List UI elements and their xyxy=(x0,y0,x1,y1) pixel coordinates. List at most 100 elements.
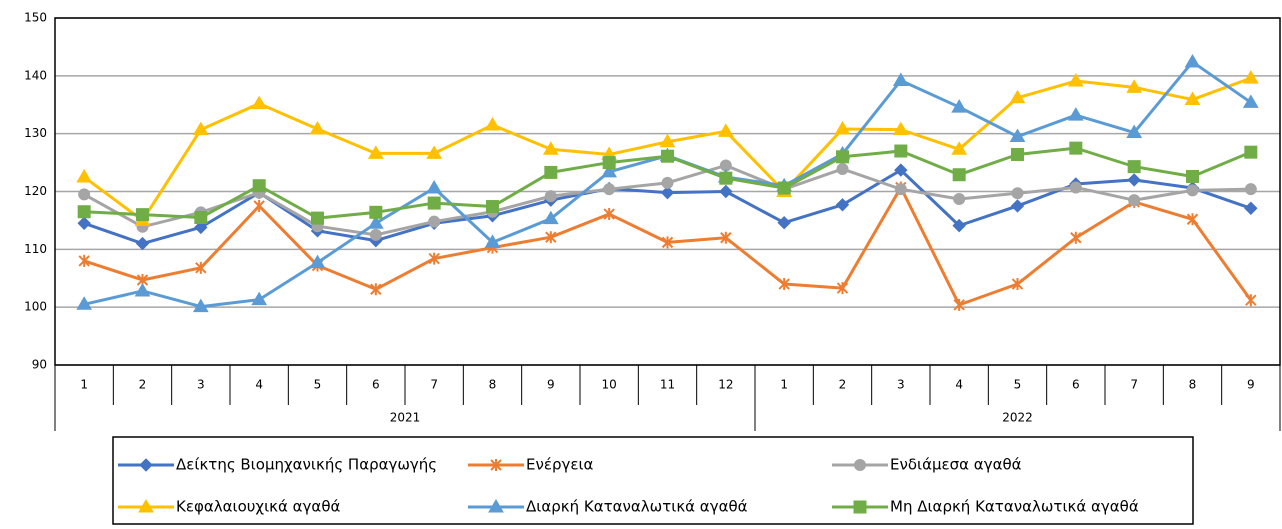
x-tick-label: 2 xyxy=(139,378,147,392)
marker xyxy=(1127,160,1141,174)
marker xyxy=(486,200,499,214)
marker xyxy=(194,220,208,235)
marker xyxy=(1126,79,1143,93)
marker xyxy=(894,183,907,196)
series xyxy=(76,70,1259,226)
marker xyxy=(490,459,502,471)
marker xyxy=(192,121,209,136)
marker xyxy=(1242,70,1259,84)
marker xyxy=(660,185,675,200)
marker xyxy=(1244,183,1257,196)
marker xyxy=(1011,187,1024,200)
marker xyxy=(892,72,909,86)
legend-label: Μη Διαρκή Καταναλωτικά αγαθά xyxy=(890,498,1139,516)
marker xyxy=(427,196,441,210)
marker xyxy=(719,184,733,199)
marker xyxy=(853,500,867,514)
marker xyxy=(76,296,93,310)
marker xyxy=(854,459,866,471)
marker xyxy=(309,121,326,135)
legend-box xyxy=(112,436,1194,525)
marker xyxy=(835,198,850,212)
x-tick-label: 7 xyxy=(430,378,438,392)
marker xyxy=(192,298,209,313)
marker xyxy=(952,218,966,233)
marker xyxy=(369,205,383,219)
y-tick-label: 100 xyxy=(24,300,47,314)
plot-border xyxy=(54,17,1281,366)
marker xyxy=(1070,231,1082,244)
y-tick-label: 140 xyxy=(24,68,47,82)
marker xyxy=(367,215,384,229)
marker xyxy=(544,165,558,179)
marker xyxy=(1245,294,1257,307)
marker xyxy=(309,254,326,269)
marker xyxy=(1127,173,1141,187)
marker xyxy=(195,261,207,274)
legend-label: Δείκτης Βιομηχανικής Παραγωγής xyxy=(176,456,437,474)
marker xyxy=(426,180,443,194)
marker xyxy=(488,499,504,513)
marker xyxy=(953,193,966,206)
marker xyxy=(719,171,733,185)
marker xyxy=(135,236,150,251)
marker xyxy=(251,291,268,306)
x-tick-label: 6 xyxy=(372,378,380,392)
x-tick-label: 12 xyxy=(718,378,733,392)
legend-label: Ενέργεια xyxy=(526,456,594,474)
marker xyxy=(311,211,324,225)
marker xyxy=(77,205,91,219)
series xyxy=(78,159,1257,241)
marker xyxy=(370,283,382,296)
marker xyxy=(717,123,734,137)
marker xyxy=(136,208,149,222)
marker xyxy=(544,190,557,203)
marker xyxy=(1009,128,1026,143)
marker xyxy=(77,216,91,231)
y-tick-label: 130 xyxy=(24,126,47,140)
series xyxy=(77,141,1258,225)
x-tick-label: 4 xyxy=(255,378,263,392)
y-tick-label: 150 xyxy=(24,11,47,25)
x-tick-label: 5 xyxy=(1014,378,1022,392)
marker xyxy=(367,145,384,159)
legend-label: Διαρκή Καταναλωτικά αγαθά xyxy=(526,498,748,516)
x-group-label: 2022 xyxy=(1002,411,1033,425)
marker xyxy=(78,254,90,267)
marker xyxy=(484,116,501,131)
x-tick-label: 8 xyxy=(489,378,497,392)
marker xyxy=(78,188,91,201)
marker xyxy=(194,211,208,225)
marker xyxy=(1242,94,1259,108)
marker xyxy=(426,145,443,159)
marker xyxy=(76,169,93,183)
marker xyxy=(1010,199,1025,213)
marker xyxy=(1011,278,1024,291)
x-tick-label: 11 xyxy=(660,378,675,392)
marker xyxy=(952,168,966,182)
marker xyxy=(894,163,908,177)
marker xyxy=(1186,169,1199,183)
marker xyxy=(369,228,382,241)
x-tick-label: 1 xyxy=(80,378,88,392)
x-tick-label: 4 xyxy=(955,378,963,392)
marker xyxy=(428,252,440,265)
marker xyxy=(777,216,791,230)
legend-label: Ενδιάμεσα αγαθά xyxy=(890,456,1022,474)
marker xyxy=(1184,91,1201,106)
x-group-label: 2021 xyxy=(390,411,421,425)
series xyxy=(78,181,1257,311)
marker xyxy=(778,278,790,291)
marker xyxy=(542,210,559,225)
marker xyxy=(834,121,851,135)
marker xyxy=(1128,194,1141,207)
marker xyxy=(252,179,266,193)
marker xyxy=(953,298,965,311)
marker xyxy=(1067,107,1084,121)
marker xyxy=(603,208,615,221)
x-tick-label: 5 xyxy=(314,378,322,392)
x-tick-label: 1 xyxy=(780,378,788,392)
marker xyxy=(139,458,153,472)
marker xyxy=(1009,89,1026,104)
